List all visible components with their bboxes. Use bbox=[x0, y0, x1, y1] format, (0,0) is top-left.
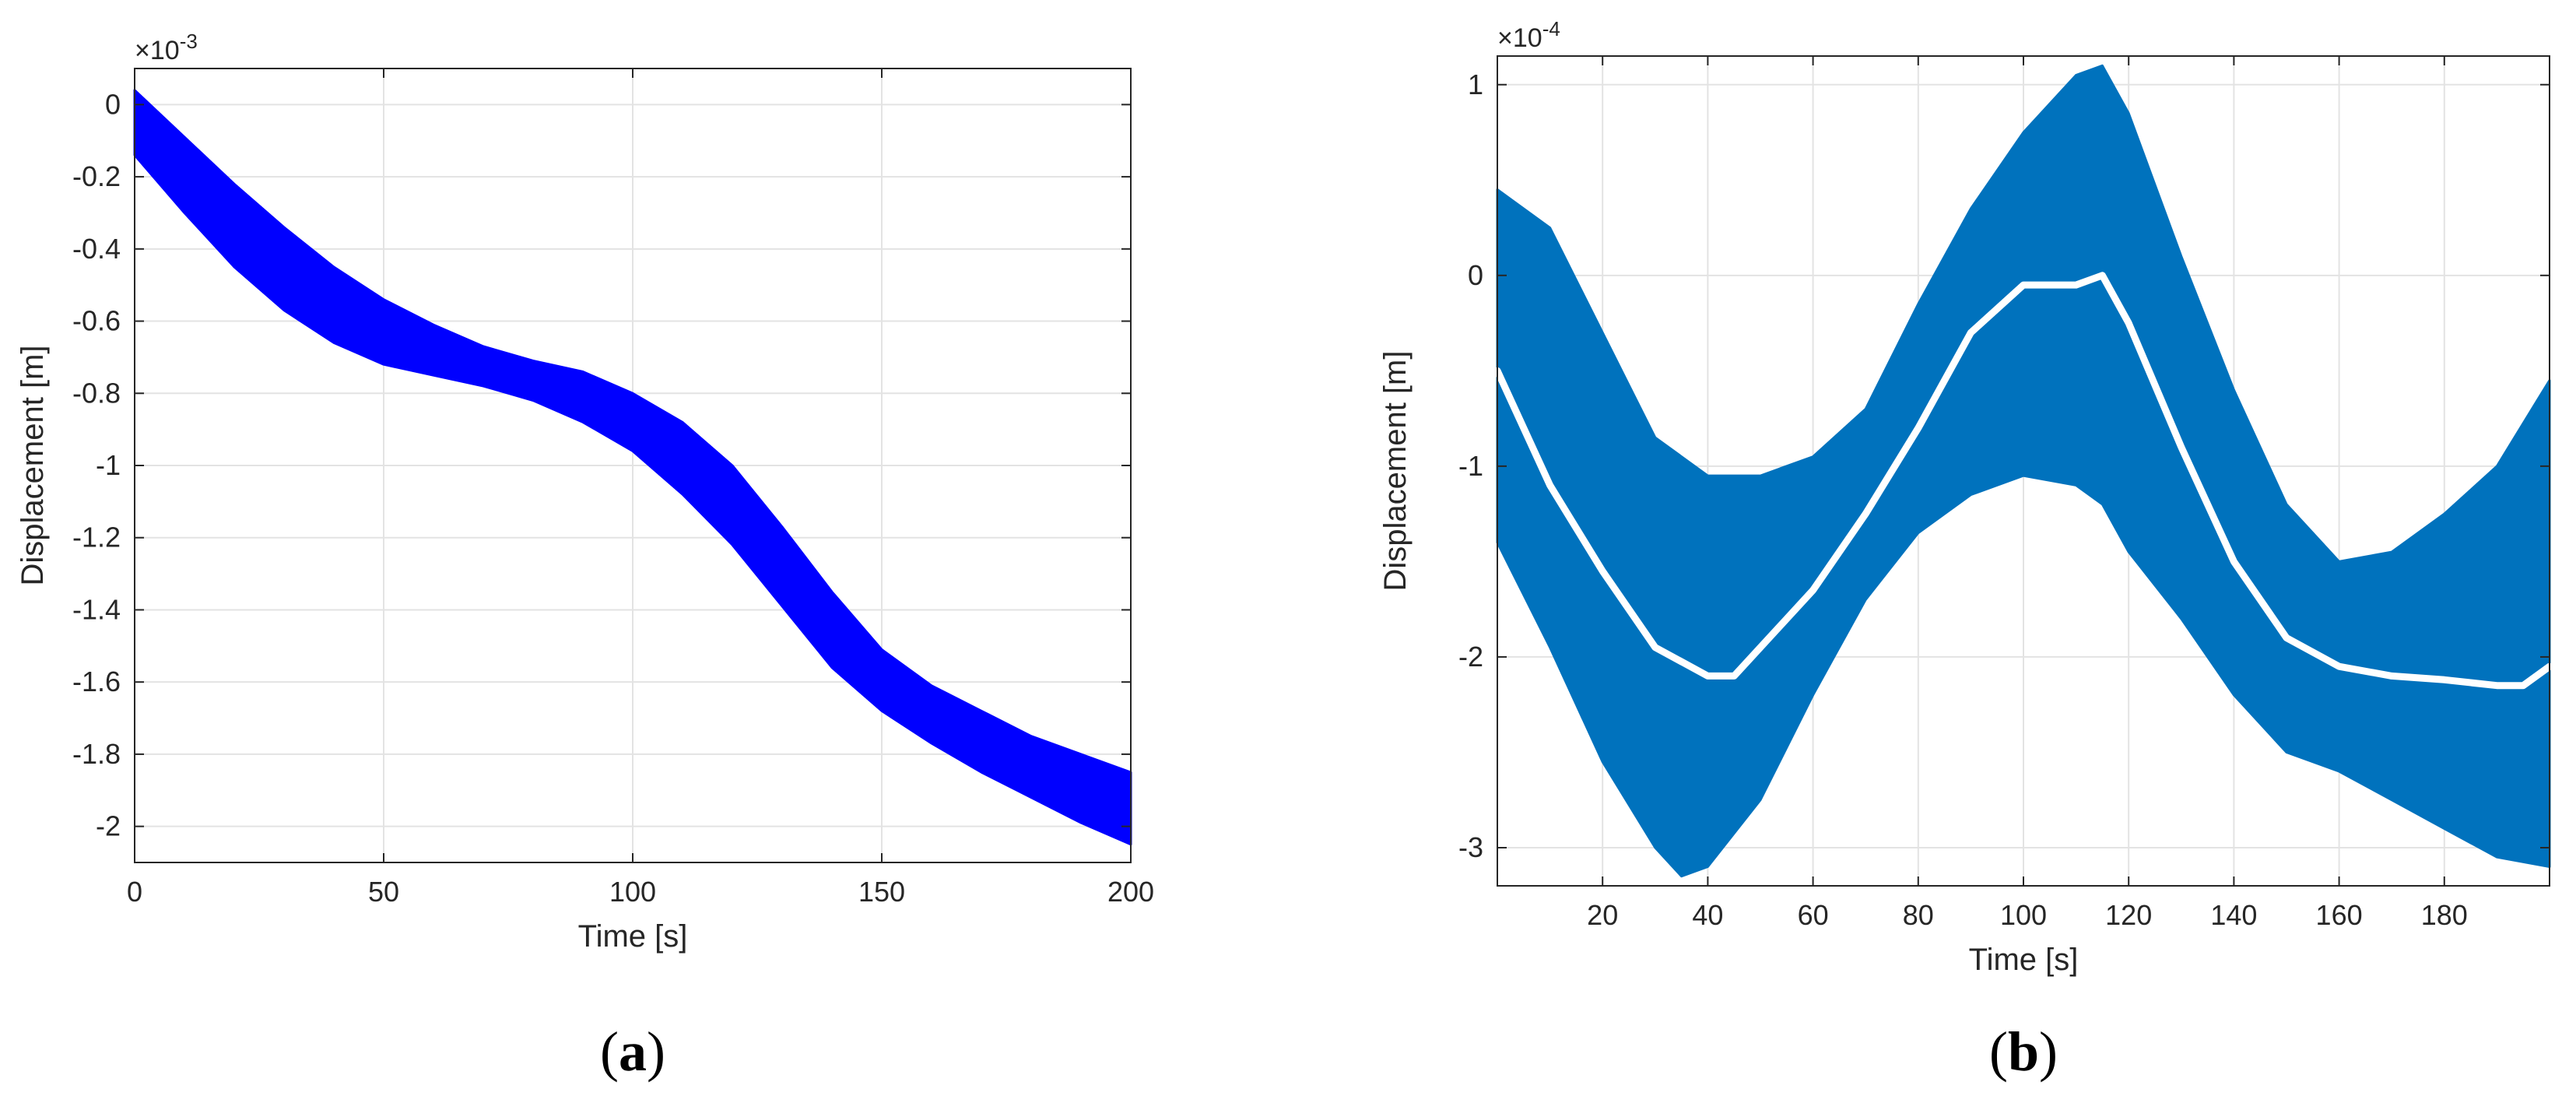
panel-label-a: (a) bbox=[600, 1020, 665, 1083]
chart-b-y-axis-label: Displacement [m] bbox=[1378, 351, 1413, 592]
y-tick-label: 0 bbox=[105, 88, 121, 120]
x-tick-label: 160 bbox=[2316, 899, 2363, 931]
x-tick-label: 50 bbox=[368, 876, 399, 908]
chart-a-y-exponent: ×10-3 bbox=[135, 30, 198, 65]
chart-b-x-axis-label: Time [s] bbox=[1969, 943, 2079, 977]
chart-a-y-axis-label: Displacement [m] bbox=[16, 346, 50, 586]
chart-panel-a: 0 50 100 150 200 0 -0.2 -0.4 -0.6 -0.8 -1 -1.2 -1.4 -… bbox=[16, 30, 1154, 1083]
x-tick-label: 180 bbox=[2421, 899, 2468, 931]
y-tick-label: -0.8 bbox=[72, 377, 121, 409]
y-tick-label: -2 bbox=[1458, 641, 1483, 673]
mean-displacement-line bbox=[1493, 272, 2553, 690]
y-tick-label: -1.4 bbox=[72, 593, 121, 625]
y-tick-label: -1 bbox=[1458, 450, 1483, 482]
x-tick-label: 140 bbox=[2210, 899, 2257, 931]
y-tick-label: 0 bbox=[1468, 259, 1483, 291]
displacement-band bbox=[1496, 64, 2551, 878]
y-tick-label: -0.6 bbox=[72, 305, 121, 337]
y-tick-label: -0.4 bbox=[72, 233, 121, 265]
x-tick-label: 40 bbox=[1692, 899, 1723, 931]
x-tick-label: 60 bbox=[1798, 899, 1829, 931]
y-tick-label: -1 bbox=[96, 449, 121, 481]
x-tick-label: 120 bbox=[2105, 899, 2152, 931]
y-tick-label: -1.8 bbox=[72, 738, 121, 770]
chart-b-data bbox=[1493, 64, 2553, 878]
x-tick-label: 0 bbox=[127, 876, 142, 908]
y-tick-label: 1 bbox=[1468, 68, 1483, 100]
panel-label-b: (b) bbox=[1989, 1020, 2058, 1083]
x-tick-label: 20 bbox=[1587, 899, 1618, 931]
y-tick-label: -0.2 bbox=[72, 160, 121, 192]
chart-a-ticks: 0 50 100 150 200 0 -0.2 -0.4 -0.6 -0.8 -1 -1.2 -1.4 -… bbox=[72, 68, 1154, 908]
chart-panel-b: 20 40 60 80 100 120 140 160 180 1 0 -1 -2 -3 ×10-4 Ti… bbox=[1378, 17, 2553, 1083]
x-tick-label: 80 bbox=[1903, 899, 1934, 931]
x-tick-label: 150 bbox=[858, 876, 905, 908]
y-tick-label: -1.2 bbox=[72, 522, 121, 553]
x-tick-label: 100 bbox=[2000, 899, 2047, 931]
y-tick-label: -1.6 bbox=[72, 666, 121, 697]
chart-b-ticks: 20 40 60 80 100 120 140 160 180 1 0 -1 -2 -3 bbox=[1458, 56, 2550, 931]
x-tick-label: 200 bbox=[1107, 876, 1154, 908]
chart-b-y-exponent: ×10-4 bbox=[1497, 17, 1560, 53]
chart-a-x-axis-label: Time [s] bbox=[578, 919, 688, 954]
x-tick-label: 100 bbox=[609, 876, 656, 908]
y-tick-label: -3 bbox=[1458, 831, 1483, 863]
y-tick-label: -2 bbox=[96, 810, 121, 842]
